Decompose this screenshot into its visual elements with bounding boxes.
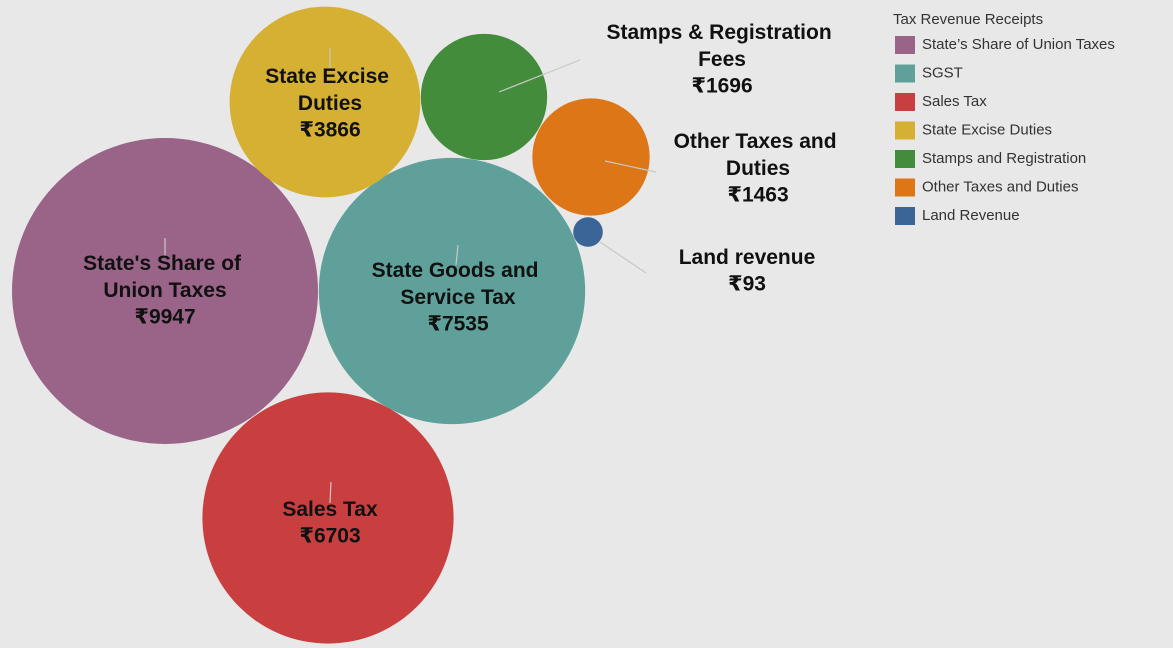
value-label: ₹3866: [299, 119, 360, 142]
bubble-label: Sales Tax: [282, 498, 378, 521]
leader-line: [329, 481, 332, 504]
bubble: [229, 6, 421, 198]
legend-label: Land Revenue: [922, 207, 1020, 224]
legend-swatch: [895, 207, 915, 225]
legend-label: State Excise Duties: [922, 121, 1052, 138]
value-label: ₹6703: [299, 525, 360, 548]
bubble: [12, 138, 318, 444]
value-label: ₹93: [728, 273, 766, 296]
value-label: ₹1463: [727, 184, 788, 207]
value-label: ₹7535: [427, 313, 489, 336]
legend-title: Tax Revenue Receipts: [893, 11, 1043, 28]
bubble-label: Stamps & Registration Fees: [606, 21, 837, 71]
bubble: [573, 217, 603, 247]
legend-label: State’s Share of Union Taxes: [922, 36, 1115, 53]
bubble: [318, 157, 586, 425]
legend-swatch: [895, 178, 915, 197]
value-label: ₹9947: [134, 306, 195, 329]
legend-label: Other Taxes and Duties: [922, 178, 1078, 195]
leader-line: [599, 241, 647, 274]
legend-swatch: [895, 93, 915, 111]
leader-line: [455, 244, 459, 266]
legend-swatch: [895, 64, 915, 83]
bubble: [420, 33, 548, 161]
bubble-label: State Goods and Service Tax: [372, 259, 545, 309]
legend-swatch: [895, 121, 915, 140]
bubble: [532, 98, 650, 216]
legend-swatch: [895, 36, 915, 54]
legend-swatch: [895, 150, 915, 168]
leader-line: [604, 160, 657, 173]
bubble-label: Other Taxes and Duties: [674, 130, 843, 180]
legend-label: SGST: [922, 64, 963, 81]
legend-label: Sales Tax: [922, 93, 987, 110]
bubble: [202, 392, 454, 644]
leader-line: [498, 59, 581, 93]
value-label: ₹1696: [691, 75, 752, 98]
bubble-label: State Excise Duties: [265, 65, 395, 115]
legend-label: Stamps and Registration: [922, 150, 1086, 167]
bubble-label: State's Share of Union Taxes: [83, 252, 247, 302]
bubble-label: Land revenue: [679, 246, 816, 269]
